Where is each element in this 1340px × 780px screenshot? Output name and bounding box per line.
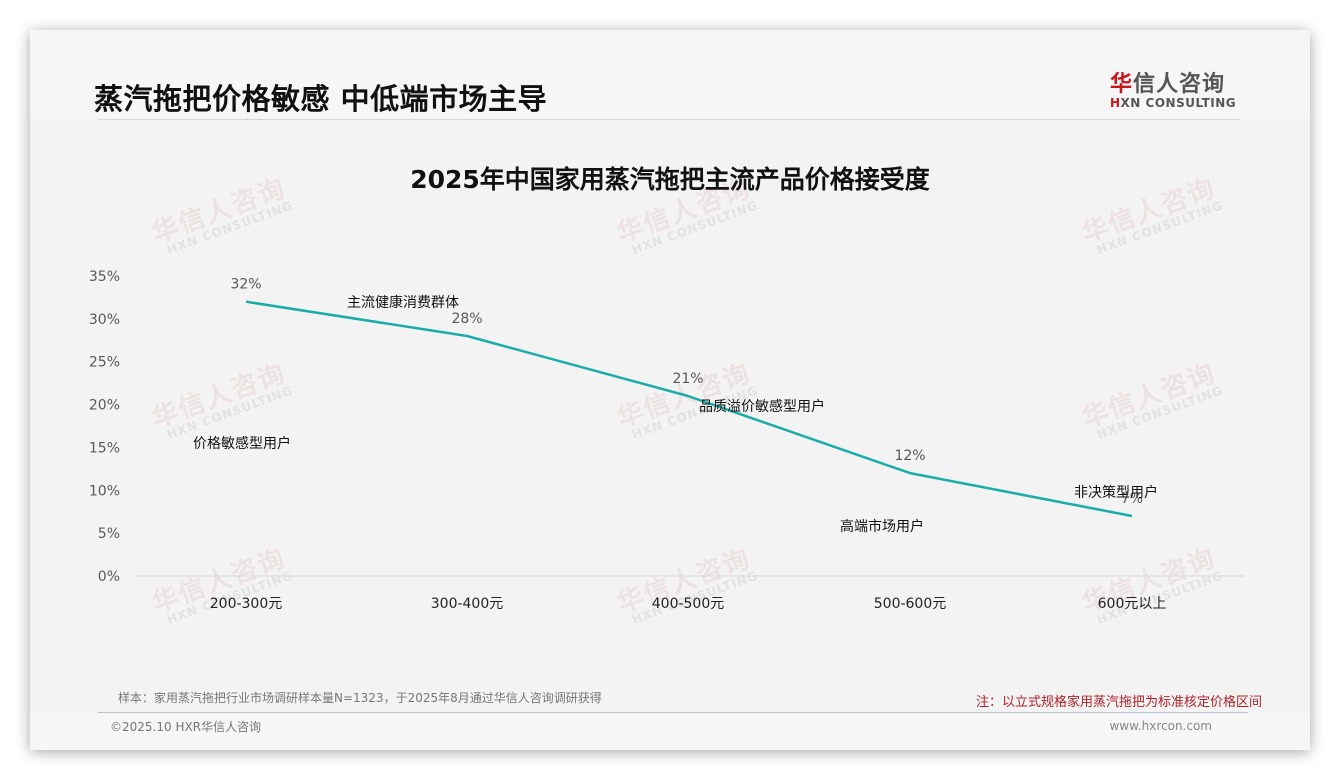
segment-label: 品质溢价敏感型用户 [699, 398, 825, 415]
chart-title: 2025年中国家用蒸汽拖把主流产品价格接受度 [410, 165, 930, 194]
segment-label: 高端市场用户 [840, 518, 924, 535]
x-tick-label: 300-400元 [431, 596, 504, 612]
y-tick-label: 0% [98, 569, 120, 585]
slide: 华信人咨询 HXN CONSULTING 华信人咨询 HXN CONSULTING … [30, 30, 1310, 750]
data-label: 7% [1121, 491, 1143, 507]
y-tick-label: 30% [89, 312, 120, 328]
price-range-note: 注：以立式规格家用蒸汽拖把为标准核定价格区间 [975, 695, 1262, 710]
title-divider [98, 119, 1240, 120]
header-band [30, 30, 1310, 118]
logo-cn: 华信人咨询 [1110, 72, 1226, 97]
footer-band [30, 713, 1310, 750]
company-logo: 华信人咨询 HXN CONSULTING [1110, 66, 1240, 110]
x-tick-label: 200-300元 [210, 596, 283, 612]
x-tick-label: 600元以上 [1098, 596, 1167, 612]
data-label: 12% [894, 448, 925, 464]
y-tick-label: 35% [89, 269, 120, 285]
y-tick-label: 5% [98, 526, 120, 542]
y-tick-label: 20% [89, 398, 120, 414]
footer-divider [98, 712, 1248, 713]
y-tick-label: 25% [89, 355, 120, 371]
y-axis: 0% 5% 10% 15% 20% 25% 30% 35% [89, 269, 120, 585]
website-link[interactable]: www.hxrcon.com [1109, 719, 1212, 733]
page-title: 蒸汽拖把价格敏感 中低端市场主导 [94, 82, 548, 116]
segment-label: 价格敏感型用户 [193, 435, 291, 452]
y-tick-label: 10% [89, 483, 120, 499]
logo-en: HXN CONSULTING [1110, 96, 1237, 110]
data-label: 32% [230, 277, 261, 293]
line-chart: 0% 5% 10% 15% 20% 25% 30% 35% 200-300元 300-400元 4… [89, 269, 1245, 612]
y-tick-label: 15% [89, 440, 120, 456]
data-labels: 32% 28% 21% 12% 7% [230, 277, 1143, 507]
data-label: 28% [451, 311, 482, 327]
series-line [245, 300, 1133, 518]
x-tick-label: 400-500元 [652, 596, 725, 612]
x-axis: 200-300元 300-400元 400-500元 500-600元 600元以上 [210, 596, 1167, 612]
segment-label: 主流健康消费群体 [347, 294, 459, 311]
segment-label: 非决策型用户 [1074, 484, 1158, 501]
sample-footnote: 样本：家用蒸汽拖把行业市场调研样本量N=1323，于2025年8月通过华信人咨询… [118, 691, 602, 705]
copyright: ©2025.10 HXR华信人咨询 [110, 720, 262, 734]
data-label: 21% [672, 371, 703, 387]
x-tick-label: 500-600元 [874, 596, 947, 612]
